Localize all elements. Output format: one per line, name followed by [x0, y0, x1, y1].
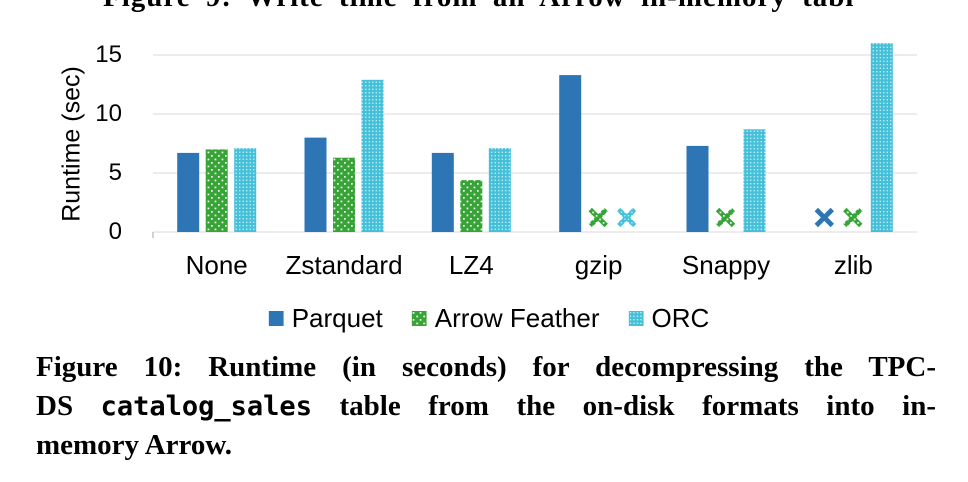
bar-parquet-gzip [559, 75, 582, 232]
figure-caption: Figure 10: Runtime (in seconds) for deco… [36, 348, 936, 465]
bar-orc-Zstandard [361, 79, 384, 232]
caption-line-3: memory Arrow. [36, 429, 232, 461]
bar-arrow-feather-Zstandard [333, 157, 355, 232]
legend-swatch-icon [268, 311, 284, 326]
legend-item-parquet: Parquet [268, 303, 383, 334]
x-axis-label-zstandard: Zstandard [285, 250, 403, 280]
caption-line-1: Figure 10: Runtime (in seconds) for deco… [36, 351, 936, 383]
not-supported-x-marker-arrow-feather-Snappy [715, 207, 736, 228]
legend-item-orc: ORC [628, 303, 710, 334]
bar-parquet-None [177, 152, 200, 232]
not-supported-x-marker-orc-gzip [617, 207, 637, 228]
y-tick-label-0: 0 [108, 218, 122, 245]
code-catalog-sales: catalog_sales [100, 391, 312, 422]
y-tick-label-15: 15 [95, 41, 122, 68]
legend-swatch-icon [628, 311, 644, 326]
x-axis-label-gzip: gzip [574, 250, 623, 280]
bar-orc-Snappy [743, 129, 766, 232]
previous-figure-caption-text: Figure 9: Write time from an Arrow in-me… [103, 0, 968, 13]
caption-line-2: DS catalog_sales table from the on-disk … [36, 390, 937, 422]
previous-figure-caption-clipped: Figure 9: Write time from an Arrow in-me… [0, 0, 968, 13]
x-axis-label-lz4: LZ4 [448, 250, 494, 280]
y-tick-label-5: 5 [108, 159, 122, 186]
legend-swatch-icon [411, 311, 427, 326]
bar-parquet-LZ4 [431, 152, 454, 232]
legend-item-arrow-feather: Arrow Feather [411, 303, 600, 334]
y-tick-label-10: 10 [95, 100, 122, 127]
not-supported-x-marker-arrow-feather-zlib [843, 207, 863, 228]
not-supported-x-marker-arrow-feather-gzip [588, 207, 608, 228]
bar-orc-LZ4 [488, 148, 511, 232]
y-axis-title: Runtime (sec) [57, 66, 86, 222]
legend-label: Arrow Feather [434, 303, 600, 333]
bar-parquet-Zstandard [304, 137, 327, 232]
not-supported-x-marker-parquet-zlib [814, 207, 834, 228]
bar-orc-zlib [870, 43, 893, 233]
legend-label: Parquet [291, 303, 383, 333]
chart-legend: Parquet Arrow Feather ORC [268, 303, 710, 334]
bar-parquet-Snappy [686, 145, 709, 232]
legend-label: ORC [651, 303, 710, 333]
x-axis-label-zlib: zlib [833, 250, 873, 280]
x-axis-label-none: None [185, 250, 248, 280]
x-axis-label-snappy: Snappy [681, 250, 771, 280]
bar-orc-None [234, 148, 257, 232]
bar-arrow-feather-None [205, 149, 228, 232]
bar-arrow-feather-LZ4 [460, 180, 483, 232]
